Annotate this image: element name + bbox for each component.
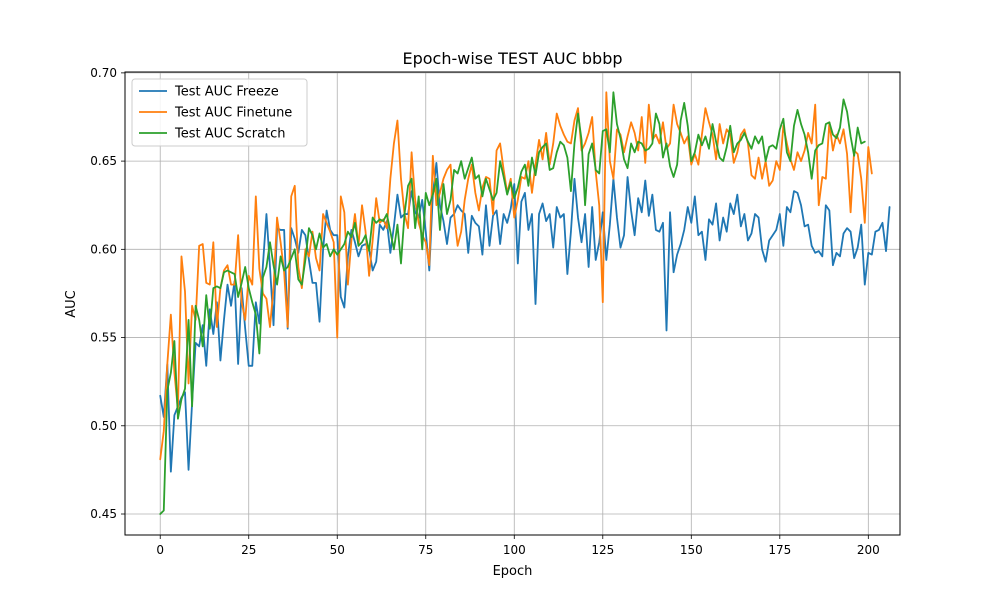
x-axis-label: Epoch — [493, 564, 533, 579]
plot-frame — [124, 71, 901, 536]
x-tick-label: 200 — [857, 543, 880, 557]
legend-box — [131, 78, 308, 147]
x-tick-label: 50 — [330, 543, 345, 557]
legend-label: Test AUC Scratch — [174, 127, 286, 142]
x-tick-label: 150 — [680, 543, 703, 557]
y-tick-label: 0.50 — [90, 419, 117, 433]
y-tick-label: 0.70 — [90, 66, 117, 80]
legend-label: Test AUC Finetune — [174, 106, 292, 121]
series-line-3 — [159, 91, 866, 515]
series-layer — [159, 91, 891, 515]
x-tick-label: 175 — [768, 543, 791, 557]
axes: 0 25 50 75 100 125 150 175 200 0.45 0.50 0.55 0.60 0.… — [90, 66, 879, 557]
y-tick-label: 0.60 — [90, 242, 117, 256]
y-tick-label: 0.45 — [90, 507, 117, 521]
y-axis-label: AUC — [64, 290, 79, 318]
x-tick-label: 125 — [591, 543, 614, 557]
x-tick-label: 75 — [418, 543, 433, 557]
legend-label: Test AUC Freeze — [174, 85, 279, 100]
legend: Test AUC Freeze Test AUC Finetune Test AUC… — [131, 78, 308, 147]
x-tick-label: 100 — [503, 543, 526, 557]
y-tick-label: 0.65 — [90, 154, 117, 168]
y-tick-label: 0.55 — [90, 331, 117, 345]
series-line-2 — [159, 91, 873, 461]
x-tick-label: 0 — [156, 543, 164, 557]
chart-title: Epoch-wise TEST AUC bbbp — [403, 49, 623, 68]
series-line-1 — [159, 161, 891, 473]
x-tick-label: 25 — [241, 543, 256, 557]
